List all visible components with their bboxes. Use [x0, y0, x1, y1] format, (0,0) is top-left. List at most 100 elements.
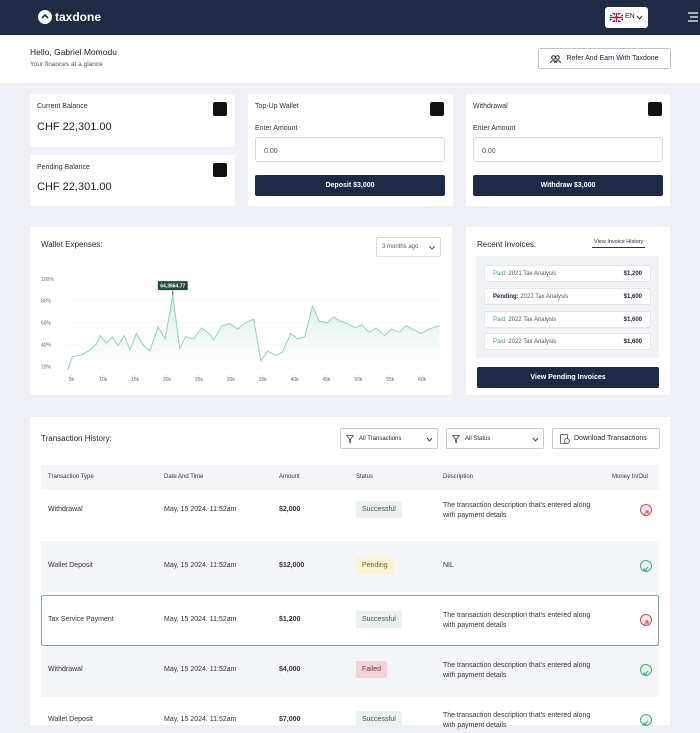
top-up-card: Top-Up Wallet Enter Amount 0.00 Deposit … — [248, 94, 453, 206]
column-header: Amount — [279, 474, 300, 480]
greeting-subtitle: Your finances at a glance — [30, 61, 103, 68]
cell: $4,000 — [279, 666, 301, 673]
logo-icon — [38, 10, 52, 24]
invoice-item[interactable]: Paid: 2021 Tax Analysis $1,200 — [484, 265, 651, 282]
cell: $2,000 — [279, 506, 301, 513]
cell: May, 15 2024. 11:52am — [164, 666, 237, 673]
pending-invoices-button[interactable]: View Pending Invoices — [477, 367, 659, 388]
download-icon — [560, 434, 570, 444]
status-filter[interactable]: All Status — [446, 428, 544, 449]
period-label: 3 months ago — [382, 244, 419, 250]
invoice-status: Paid: — [493, 316, 507, 323]
description: The transaction description that's enter… — [443, 502, 591, 519]
filter-label: All Status — [465, 436, 491, 442]
period-select[interactable]: 3 months ago — [376, 237, 441, 257]
card-title: Wallet Expenses: — [41, 240, 103, 249]
x-tick-label: 35k — [259, 377, 268, 383]
type-filter[interactable]: All Transactions — [340, 428, 438, 449]
invoice-status: Paid: — [493, 270, 507, 277]
balance-icon[interactable] — [213, 102, 227, 116]
refer-button[interactable]: Refer And Earn With Taxdone — [538, 48, 671, 69]
money-direction-icon — [640, 504, 652, 516]
card-icon[interactable] — [430, 102, 444, 116]
invoice-amount: $1,200 — [623, 270, 642, 277]
cell: $12,000 — [279, 562, 305, 569]
withdraw-button[interactable]: Withdraw $3,000 — [473, 175, 663, 196]
menu-icon[interactable] — [688, 12, 698, 22]
x-tick-label: 50k — [354, 377, 363, 383]
y-tick-label: 20% — [41, 364, 52, 370]
x-tick-label: 45k — [322, 377, 331, 383]
filter-label: All Transactions — [359, 436, 402, 442]
x-tick-label: 40k — [291, 377, 300, 383]
x-tick-label: 15k — [131, 377, 140, 383]
column-header: Transaction Type — [48, 474, 94, 480]
x-tick-label: 5k — [69, 377, 75, 383]
field-label: Enter Amount — [255, 125, 298, 132]
language-code: EN — [625, 13, 635, 20]
field-label: Enter Amount — [473, 125, 516, 132]
money-direction-icon — [640, 560, 652, 572]
x-tick-label: 30k — [227, 377, 236, 383]
filter-icon — [346, 435, 354, 443]
amount-input[interactable]: 0.00 — [255, 137, 445, 162]
cell: May, 15 2024. 11:52am — [164, 562, 237, 569]
description: NIL — [443, 562, 454, 569]
current-balance-card: Current Balance CHF 22,301.00 — [30, 94, 235, 147]
cell: May, 15 2024. 11:52am — [164, 506, 237, 513]
cell: $7,000 — [279, 716, 301, 723]
x-tick-label: 20k — [163, 377, 172, 383]
card-title: Recent Invoices: — [477, 240, 537, 249]
invoice-name: 2022 Tax Analysis — [508, 338, 557, 345]
card-title: Transaction History: — [41, 434, 112, 443]
cell: Wallet Deposit — [48, 716, 93, 723]
line — [67, 295, 440, 370]
download-button[interactable]: Download Transactions — [552, 428, 660, 449]
tooltip-text: 64,3664.77 — [160, 284, 185, 290]
chevron — [429, 246, 435, 250]
invoice-name: 2022 Tax Analysis — [508, 316, 557, 323]
status-badge: Failed — [356, 661, 388, 678]
refer-button-label: Refer And Earn With Taxdone — [566, 55, 659, 62]
x-tick-label: 60k — [418, 377, 427, 383]
table-header — [41, 465, 659, 490]
card-title: Withdrawal — [473, 103, 508, 110]
x-tick-label: 10k — [99, 377, 108, 383]
invoice-desc: Pending: 2022 Tax Analysis — [493, 294, 568, 300]
invoice-item[interactable]: Paid: 2022 Tax Analysis $1,600 — [484, 311, 651, 328]
language-selector[interactable]: EN — [605, 7, 648, 28]
amount-input[interactable]: 0.00 — [473, 137, 663, 162]
filter-icon — [452, 435, 460, 443]
chevron — [636, 15, 643, 20]
deposit-button[interactable]: Deposit $3,000 — [255, 175, 445, 196]
x-tick-label: 25k — [195, 377, 204, 383]
y-tick-label: 100% — [41, 277, 54, 283]
download-label: Download Transactions — [574, 435, 647, 442]
row-bg — [41, 647, 659, 697]
invoice-item[interactable]: Pending: 2022 Tax Analysis $1,600 — [484, 288, 651, 305]
transactions-card: Transaction History: All Transactions Al… — [30, 417, 670, 725]
money-direction-icon — [640, 614, 652, 626]
tooltip-box — [157, 281, 188, 291]
y-tick-label: 80% — [41, 299, 52, 305]
invoice-item[interactable]: Paid: 2022 Tax Analysis $1,600 — [484, 333, 651, 350]
invoice-status: Pending: — [493, 293, 519, 300]
greeting-bar: Hello, Gabriel Momodu Your finances at a… — [0, 35, 700, 83]
invoice-status: Paid: — [493, 338, 507, 345]
balance-label: Current Balance — [37, 103, 88, 110]
invoice-desc: Paid: 2022 Tax Analysis — [493, 317, 556, 323]
balance-icon[interactable] — [213, 163, 227, 177]
logo-text: taxdone — [55, 10, 102, 24]
column-header: Money In/Out — [612, 474, 649, 480]
description: The transaction description that's enter… — [443, 662, 591, 679]
money-direction-icon — [640, 664, 652, 676]
balance-label: Pending Balance — [37, 164, 90, 171]
pending-balance-card: Pending Balance CHF 22,301.00 — [30, 155, 235, 206]
row-selected[interactable] — [41, 595, 659, 646]
status-badge: Successful — [356, 501, 402, 518]
column-header: Description — [443, 474, 474, 480]
invoice-history-link[interactable]: View Invoice History — [592, 239, 646, 248]
description: The transaction description that's enter… — [443, 612, 591, 629]
card-icon[interactable] — [648, 102, 662, 116]
x-tick-label: 55k — [386, 377, 395, 383]
